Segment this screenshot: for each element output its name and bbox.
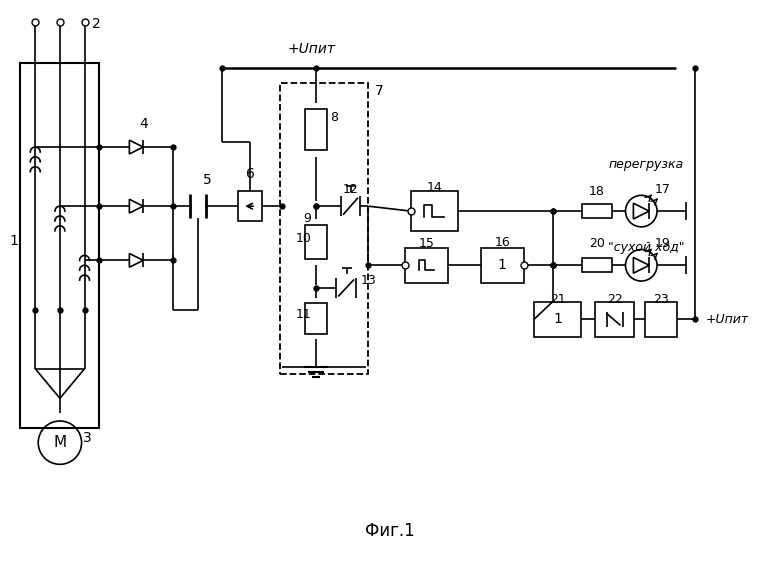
Polygon shape <box>633 258 649 273</box>
Text: 7: 7 <box>375 84 384 98</box>
Text: 8: 8 <box>330 111 338 124</box>
Text: 9: 9 <box>303 213 311 226</box>
Text: 3: 3 <box>83 431 91 445</box>
Text: 1: 1 <box>9 234 18 247</box>
Text: 15: 15 <box>419 237 434 250</box>
Text: 2: 2 <box>92 17 101 31</box>
Text: 1: 1 <box>498 258 507 272</box>
Bar <box>405 247 448 283</box>
Bar <box>238 192 262 221</box>
Text: 11: 11 <box>296 308 311 321</box>
Bar <box>595 302 634 337</box>
Bar <box>582 204 612 218</box>
Text: 20: 20 <box>589 237 604 250</box>
Text: M: M <box>53 435 66 450</box>
Text: +Uпит: +Uпит <box>705 313 749 326</box>
Text: Фиг.1: Фиг.1 <box>365 522 415 540</box>
Text: 22: 22 <box>607 294 622 306</box>
Text: 16: 16 <box>495 236 510 249</box>
Polygon shape <box>129 254 144 267</box>
Text: 5: 5 <box>204 173 212 186</box>
Bar <box>20 63 99 428</box>
Text: "сухой ход": "сухой ход" <box>608 241 684 254</box>
Bar <box>534 302 581 337</box>
Bar <box>480 247 524 283</box>
Bar <box>280 83 368 374</box>
Text: перегрузка: перегрузка <box>608 158 684 171</box>
Bar <box>305 109 327 150</box>
Text: 12: 12 <box>342 183 359 196</box>
Text: 4: 4 <box>140 117 148 131</box>
Text: 14: 14 <box>427 181 442 194</box>
Bar <box>305 225 327 259</box>
Text: 21: 21 <box>550 294 566 306</box>
Text: 6: 6 <box>246 166 254 181</box>
Text: 10: 10 <box>296 232 311 245</box>
Text: 17: 17 <box>655 183 671 196</box>
Text: 13: 13 <box>360 274 376 287</box>
Text: 19: 19 <box>655 237 671 250</box>
Bar <box>582 258 612 272</box>
Text: +Uпит: +Uпит <box>287 42 335 55</box>
Polygon shape <box>129 140 144 154</box>
Polygon shape <box>633 203 649 219</box>
Polygon shape <box>129 200 144 213</box>
Bar <box>411 192 458 231</box>
Bar <box>645 302 677 337</box>
Text: 1: 1 <box>553 312 562 327</box>
Text: 23: 23 <box>653 294 669 306</box>
Bar <box>305 303 327 334</box>
Text: 18: 18 <box>589 185 604 198</box>
